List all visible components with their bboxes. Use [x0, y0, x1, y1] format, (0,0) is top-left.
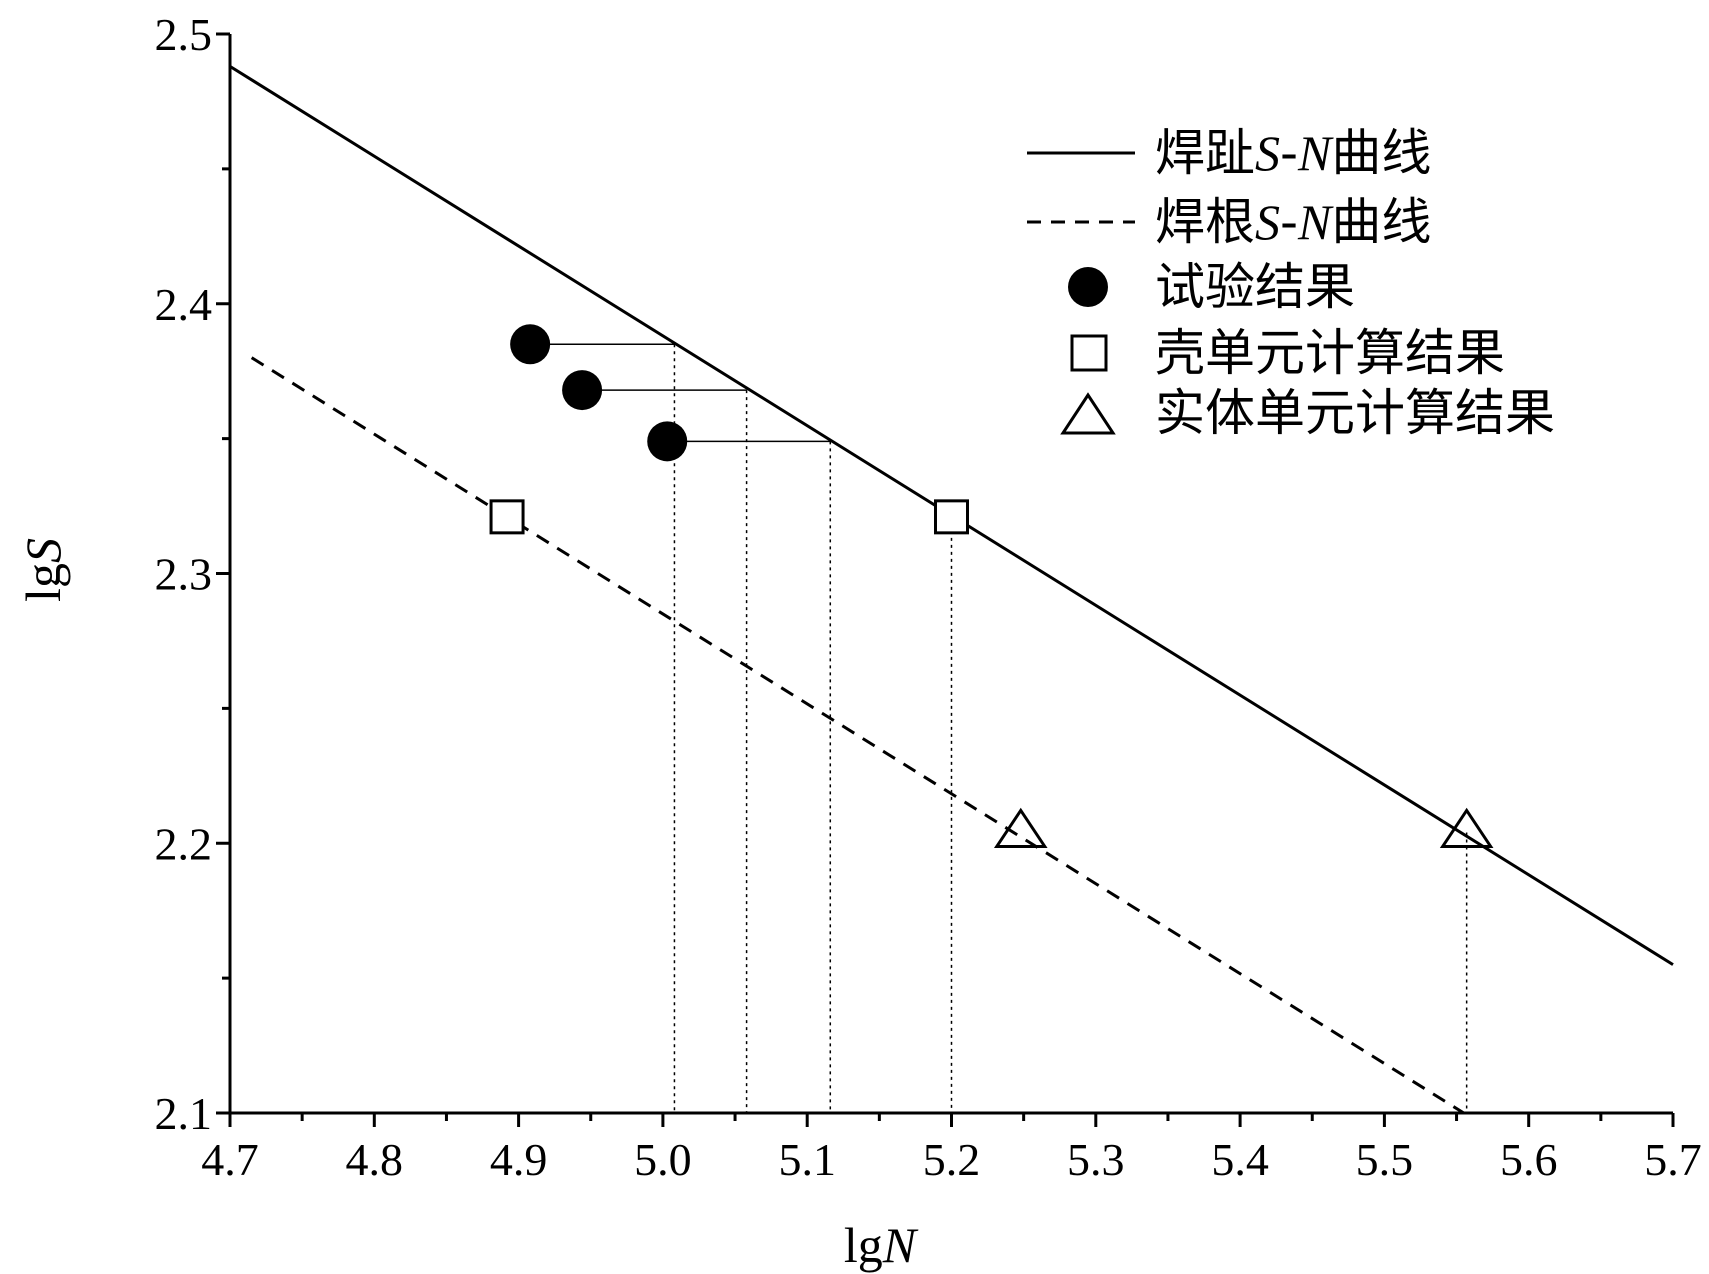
legend-label-weld-root: 焊根S-N曲线	[1155, 193, 1431, 251]
shell-element-point	[489, 499, 525, 535]
x-axis-title: lgN	[844, 1217, 919, 1273]
plot-lines	[229, 65, 1674, 1115]
test-result-point	[562, 370, 603, 411]
weld-root-sn-line	[250, 356, 1465, 1115]
test-result-point	[510, 324, 551, 365]
y-tick-label: 2.2	[155, 818, 213, 869]
x-tick-label: 5.0	[634, 1134, 692, 1185]
legend-label-solid: 实体单元计算结果	[1155, 384, 1555, 442]
x-tick-label: 4.8	[346, 1134, 404, 1185]
x-tick-label: 5.2	[923, 1134, 981, 1185]
solid-element-point	[993, 807, 1048, 848]
markers	[489, 324, 1494, 848]
x-tick-label: 5.3	[1067, 1134, 1125, 1185]
x-tick-label: 4.9	[490, 1134, 548, 1185]
x-tick-label: 5.7	[1644, 1134, 1702, 1185]
test-result-point	[647, 421, 688, 462]
x-tick-label: 5.5	[1356, 1134, 1414, 1185]
y-tick-label: 2.3	[155, 549, 213, 600]
legend: 焊趾S-N曲线 焊根S-N曲线 试验结果 壳单元计算结果 实体单元计算结果	[1027, 124, 1555, 442]
legend-label-weld-toe: 焊趾S-N曲线	[1155, 124, 1431, 182]
legend-label-shell: 壳单元计算结果	[1155, 324, 1505, 382]
legend-marker-circle	[1068, 267, 1108, 307]
axes: 4.7 4.8 4.9 5.0 5.1 5.2 5.3 5.4 5.5 5.6 5.7 2.1 2.2 2…	[155, 9, 1702, 1185]
x-tick-label: 5.6	[1500, 1134, 1558, 1185]
legend-label-test: 试验结果	[1155, 258, 1355, 316]
shell-element-point	[934, 499, 969, 535]
y-tick-label: 2.4	[155, 279, 213, 330]
solid-element-point	[1439, 807, 1494, 848]
y-axis-title: lgS	[15, 538, 71, 602]
x-tick-label: 4.7	[201, 1134, 259, 1185]
y-tick-label: 2.5	[155, 9, 213, 60]
x-tick-label: 5.1	[778, 1134, 836, 1185]
legend-marker-square	[1070, 334, 1108, 372]
x-tick-label: 5.4	[1211, 1134, 1269, 1185]
y-tick-label: 2.1	[155, 1088, 213, 1139]
legend-marker-triangle	[1060, 392, 1116, 435]
